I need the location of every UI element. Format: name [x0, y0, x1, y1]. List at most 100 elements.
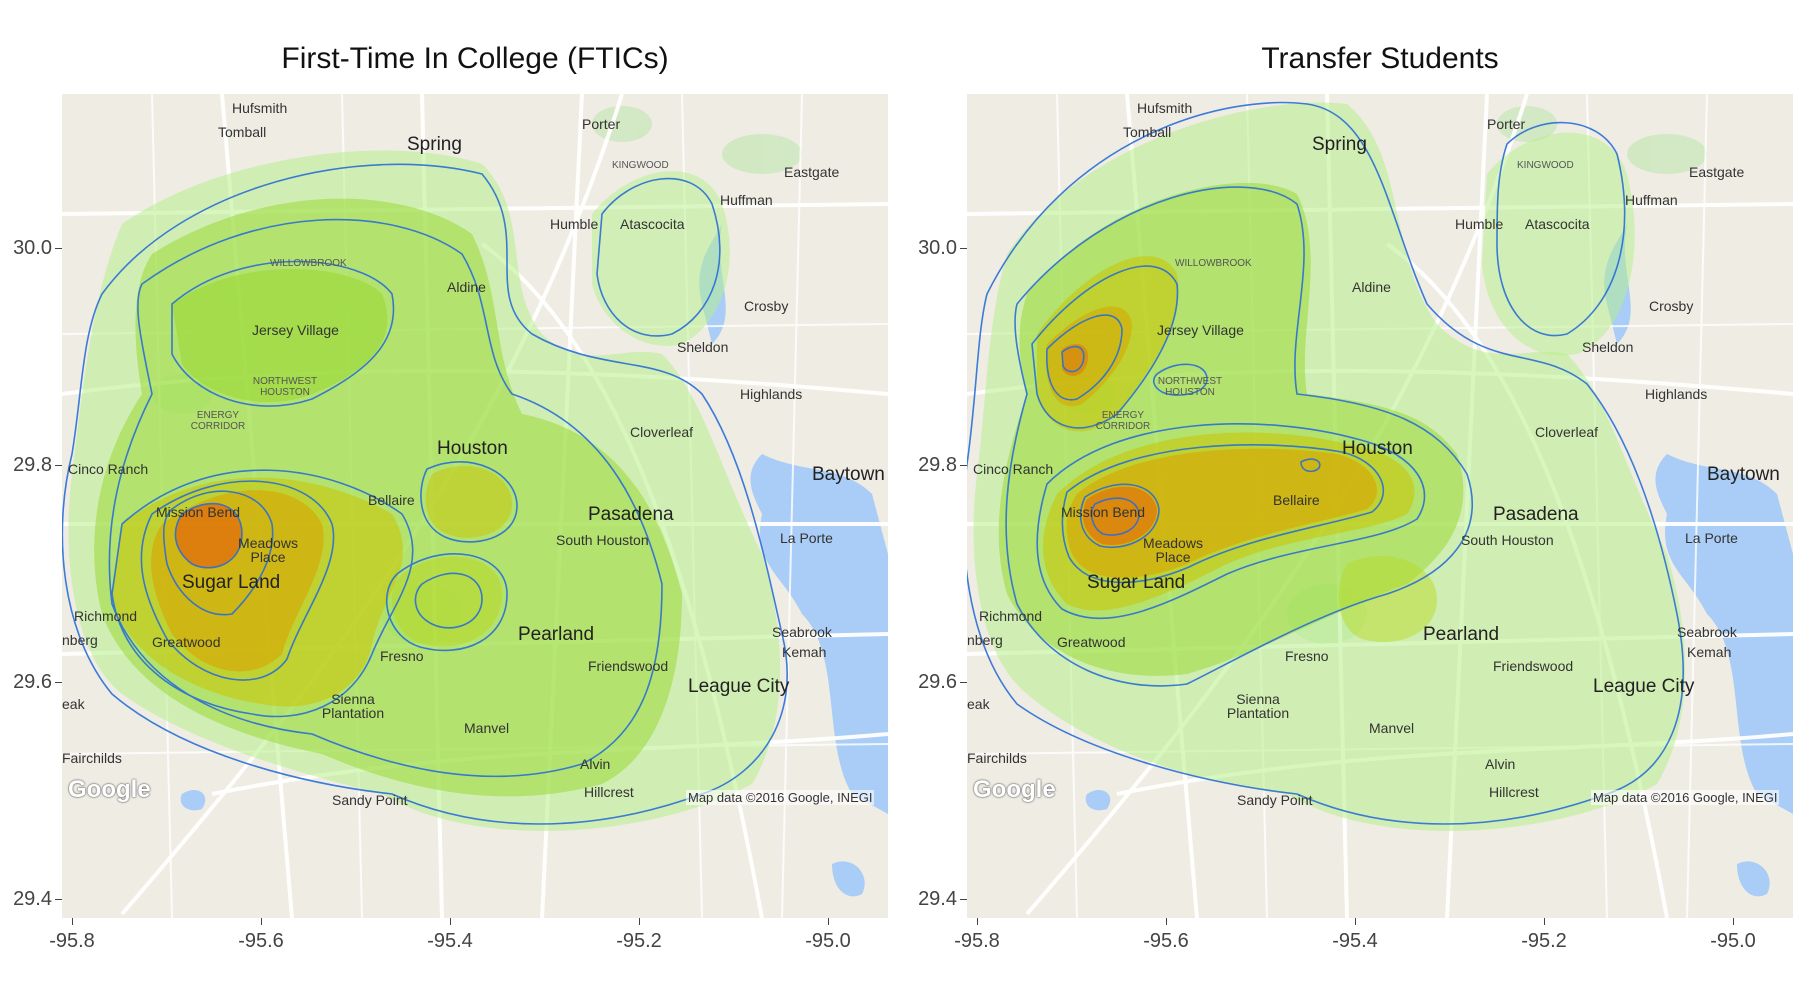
x-tick-mark [1733, 918, 1734, 925]
place-label: Aldine [447, 279, 486, 295]
place-label: Cinco Ranch [68, 461, 149, 477]
place-label: NORTHWEST HOUSTON [252, 376, 318, 398]
place-label: Fresno [380, 648, 424, 664]
place-label: Hufsmith [1137, 100, 1193, 116]
place-label: South Houston [556, 532, 649, 548]
x-tick-label: -95.0 [805, 930, 851, 952]
place-label: nberg [62, 632, 98, 648]
place-label: Cloverleaf [1535, 424, 1599, 440]
place-label: Sienna Plantation [321, 691, 385, 721]
place-label: Baytown [1707, 464, 1780, 485]
place-label: KINGWOOD [612, 160, 669, 171]
map-base-ftic [62, 94, 888, 918]
place-label: Fairchilds [967, 750, 1027, 766]
x-tick-mark [72, 918, 73, 925]
place-label: eak [967, 696, 990, 712]
place-label: League City [1593, 676, 1695, 697]
place-label: WILLOWBROOK [270, 258, 347, 269]
place-label: Alvin [1485, 756, 1516, 772]
place-label: Houston [437, 438, 508, 459]
place-label: League City [688, 676, 790, 697]
place-label: Humble [550, 216, 599, 232]
y-tick-label: 29.8 [918, 454, 957, 476]
place-label: Kemah [1687, 644, 1732, 660]
map-attribution[interactable]: Map data ©2016 Google, INEGI [686, 790, 875, 805]
place-label: Houston [1342, 438, 1413, 459]
map-attribution[interactable]: Map data ©2016 Google, INEGI [1591, 790, 1780, 805]
place-label: NORTHWEST HOUSTON [1157, 376, 1223, 398]
y-tick-label: 30.0 [13, 237, 52, 259]
place-label: Tomball [1123, 124, 1172, 140]
place-label: Atascocita [620, 216, 685, 232]
map-base-transfer [967, 94, 1793, 918]
place-label: Hillcrest [584, 784, 634, 800]
place-label: Highlands [1645, 386, 1708, 402]
place-label: Eastgate [784, 164, 840, 180]
x-tick-mark [828, 918, 829, 925]
place-label: Bellaire [1273, 492, 1320, 508]
x-tick-label: -95.2 [1521, 930, 1567, 952]
place-label: ENERGY CORRIDOR [1095, 410, 1151, 432]
y-tick-mark [960, 899, 967, 900]
place-label: Cloverleaf [630, 424, 694, 440]
density-map-ftic[interactable]: Hufsmith Tomball Porter Spring KINGWOOD … [62, 94, 888, 918]
place-label: Pearland [518, 624, 595, 645]
place-label: Mission Bend [1061, 504, 1146, 520]
x-tick-mark [639, 918, 640, 925]
place-label: Manvel [464, 720, 510, 736]
place-label: Fresno [1285, 648, 1329, 664]
place-label: Aldine [1352, 279, 1391, 295]
place-label: Alvin [580, 756, 611, 772]
place-label: Tomball [218, 124, 267, 140]
place-label: Sheldon [1582, 339, 1634, 355]
google-logo: Google [973, 776, 1056, 803]
place-label: Sugar Land [182, 572, 281, 593]
place-label: Manvel [1369, 720, 1415, 736]
y-tick-label: 29.6 [918, 671, 957, 693]
y-tick-label: 30.0 [918, 237, 957, 259]
place-label: Meadows Place [1143, 535, 1203, 565]
place-label: nberg [967, 632, 1003, 648]
place-label: Spring [1312, 134, 1367, 155]
place-label: eak [62, 696, 85, 712]
x-tick-mark [450, 918, 451, 925]
place-label: Seabrook [772, 624, 832, 640]
place-label: Sugar Land [1087, 572, 1186, 593]
place-label: La Porte [780, 530, 833, 546]
density-map-transfer[interactable]: Hufsmith Tomball Porter Spring KINGWOOD … [967, 94, 1793, 918]
place-label: KINGWOOD [1517, 160, 1574, 171]
x-tick-label: -95.2 [616, 930, 662, 952]
y-tick-mark [55, 248, 62, 249]
place-label: Seabrook [1677, 624, 1737, 640]
place-label: WILLOWBROOK [1175, 258, 1252, 269]
x-tick-mark [977, 918, 978, 925]
place-label: Spring [407, 134, 462, 155]
place-label: Greatwood [1057, 634, 1126, 650]
y-tick-label: 29.6 [13, 671, 52, 693]
panel-title-ftic: First-Time In College (FTICs) [281, 42, 669, 75]
x-tick-label: -95.8 [49, 930, 95, 952]
google-logo: Google [68, 776, 151, 803]
place-label: Humble [1455, 216, 1504, 232]
place-label: Richmond [979, 608, 1043, 624]
place-label: Pasadena [1493, 504, 1579, 525]
x-tick-mark [1544, 918, 1545, 925]
place-label: Kemah [782, 644, 827, 660]
x-tick-label: -95.6 [238, 930, 284, 952]
y-tick-mark [960, 248, 967, 249]
panel-title-transfer: Transfer Students [1261, 42, 1499, 75]
x-tick-label: -95.6 [1143, 930, 1189, 952]
y-tick-mark [55, 465, 62, 466]
place-label: Fairchilds [62, 750, 122, 766]
place-label: Sheldon [677, 339, 729, 355]
place-label: Baytown [812, 464, 885, 485]
place-label: Hillcrest [1489, 784, 1539, 800]
y-tick-mark [960, 465, 967, 466]
place-label: Bellaire [368, 492, 415, 508]
place-label: Jersey Village [1157, 322, 1244, 338]
place-label: Hufsmith [232, 100, 288, 116]
x-tick-label: -95.4 [1332, 930, 1378, 952]
x-tick-mark [1166, 918, 1167, 925]
x-tick-label: -95.0 [1710, 930, 1756, 952]
y-tick-mark [55, 899, 62, 900]
